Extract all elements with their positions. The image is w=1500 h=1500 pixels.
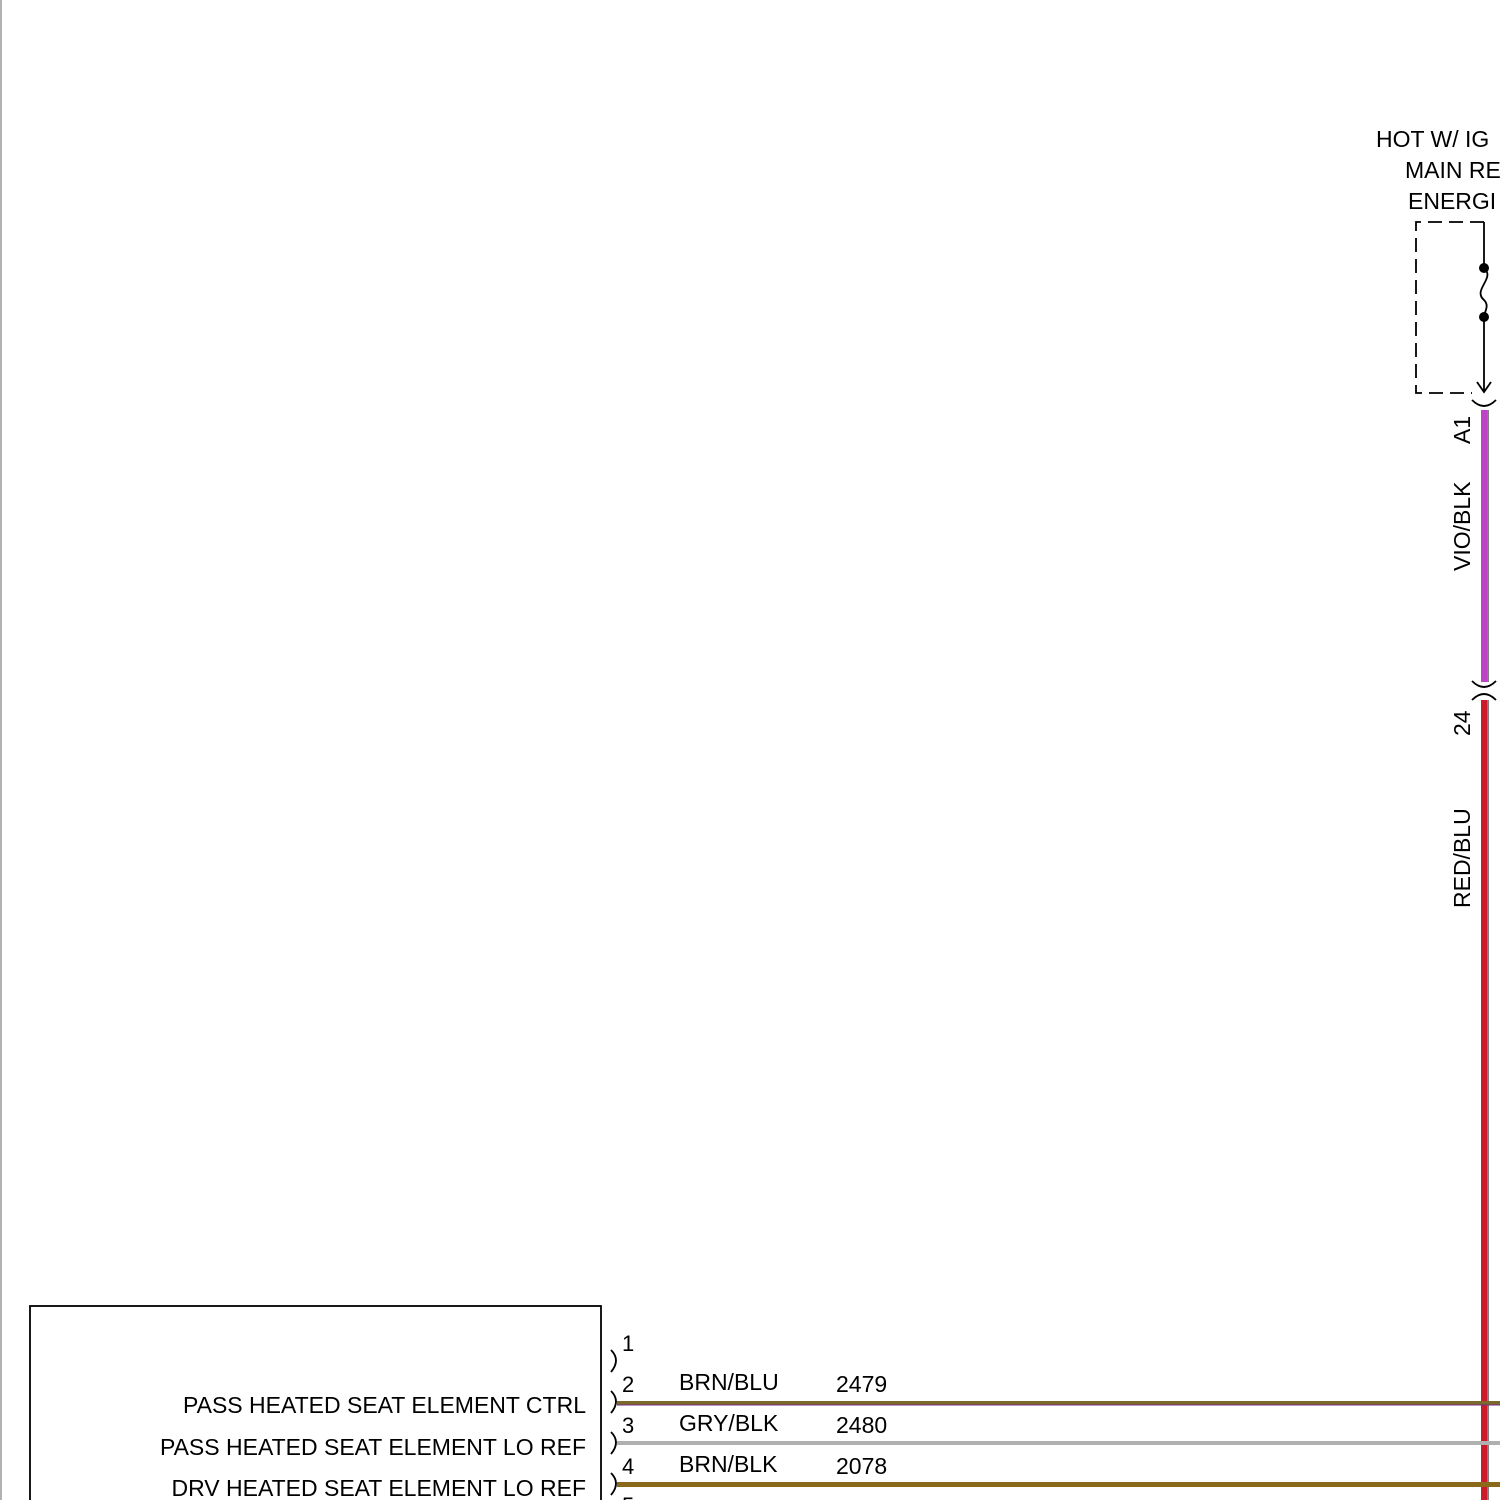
pin-2-label: PASS HEATED SEAT ELEMENT CTRL <box>183 1392 586 1418</box>
vio-blk-wire <box>1481 410 1487 682</box>
connector-icon <box>1471 693 1497 701</box>
pin-2-circuit: 2479 <box>836 1371 887 1397</box>
brn-blk-wire <box>617 1482 1500 1487</box>
pin-terminal-icon <box>610 1390 617 1414</box>
pin-terminal-icon <box>610 1349 617 1373</box>
vio-blk-label: VIO/BLK <box>1449 481 1475 571</box>
pin-5-number: 5 <box>622 1493 634 1500</box>
gry-blk-wire <box>617 1441 1500 1445</box>
power-source-label: HOT W/ IG MAIN RE ENERGI <box>1376 126 1500 214</box>
pin-terminal-icon <box>610 1472 617 1496</box>
pin-terminal-icon <box>610 1431 617 1455</box>
pin-3-wire-color: GRY/BLK <box>679 1410 779 1436</box>
pin-2-number: 2 <box>622 1372 634 1397</box>
pin-3-label: PASS HEATED SEAT ELEMENT LO REF <box>160 1434 586 1460</box>
pin-4-label: DRV HEATED SEAT ELEMENT LO REF <box>171 1475 586 1500</box>
pin-4-number: 4 <box>622 1454 634 1479</box>
pin-1-number: 1 <box>622 1331 634 1356</box>
power-label-line2: MAIN RE <box>1405 157 1500 183</box>
connector-icon <box>1471 680 1497 688</box>
pin-4-circuit: 2078 <box>836 1453 887 1479</box>
arrow-down-icon <box>1476 381 1492 394</box>
connector-icon <box>1471 399 1497 407</box>
pin-A1-label: A1 <box>1449 416 1475 444</box>
brn-blu-wire <box>617 1401 1500 1405</box>
pin-3-number: 3 <box>622 1413 634 1438</box>
pin-2-wire-color: BRN/BLU <box>679 1369 779 1395</box>
pin-4-wire-color: BRN/BLK <box>679 1451 778 1477</box>
pin-3-circuit: 2480 <box>836 1412 887 1438</box>
red-blu-label: RED/BLU <box>1449 808 1475 908</box>
fuse-icon <box>1479 267 1489 318</box>
red-blu-wire <box>1481 700 1487 1500</box>
power-label-line3: ENERGI <box>1408 188 1496 214</box>
power-label-line1: HOT W/ IG <box>1376 126 1489 152</box>
inline-connector <box>1471 680 1497 701</box>
pin-24-label: 24 <box>1449 710 1475 736</box>
heated-seat-module <box>29 1305 602 1500</box>
fuse-box <box>1415 221 1497 407</box>
